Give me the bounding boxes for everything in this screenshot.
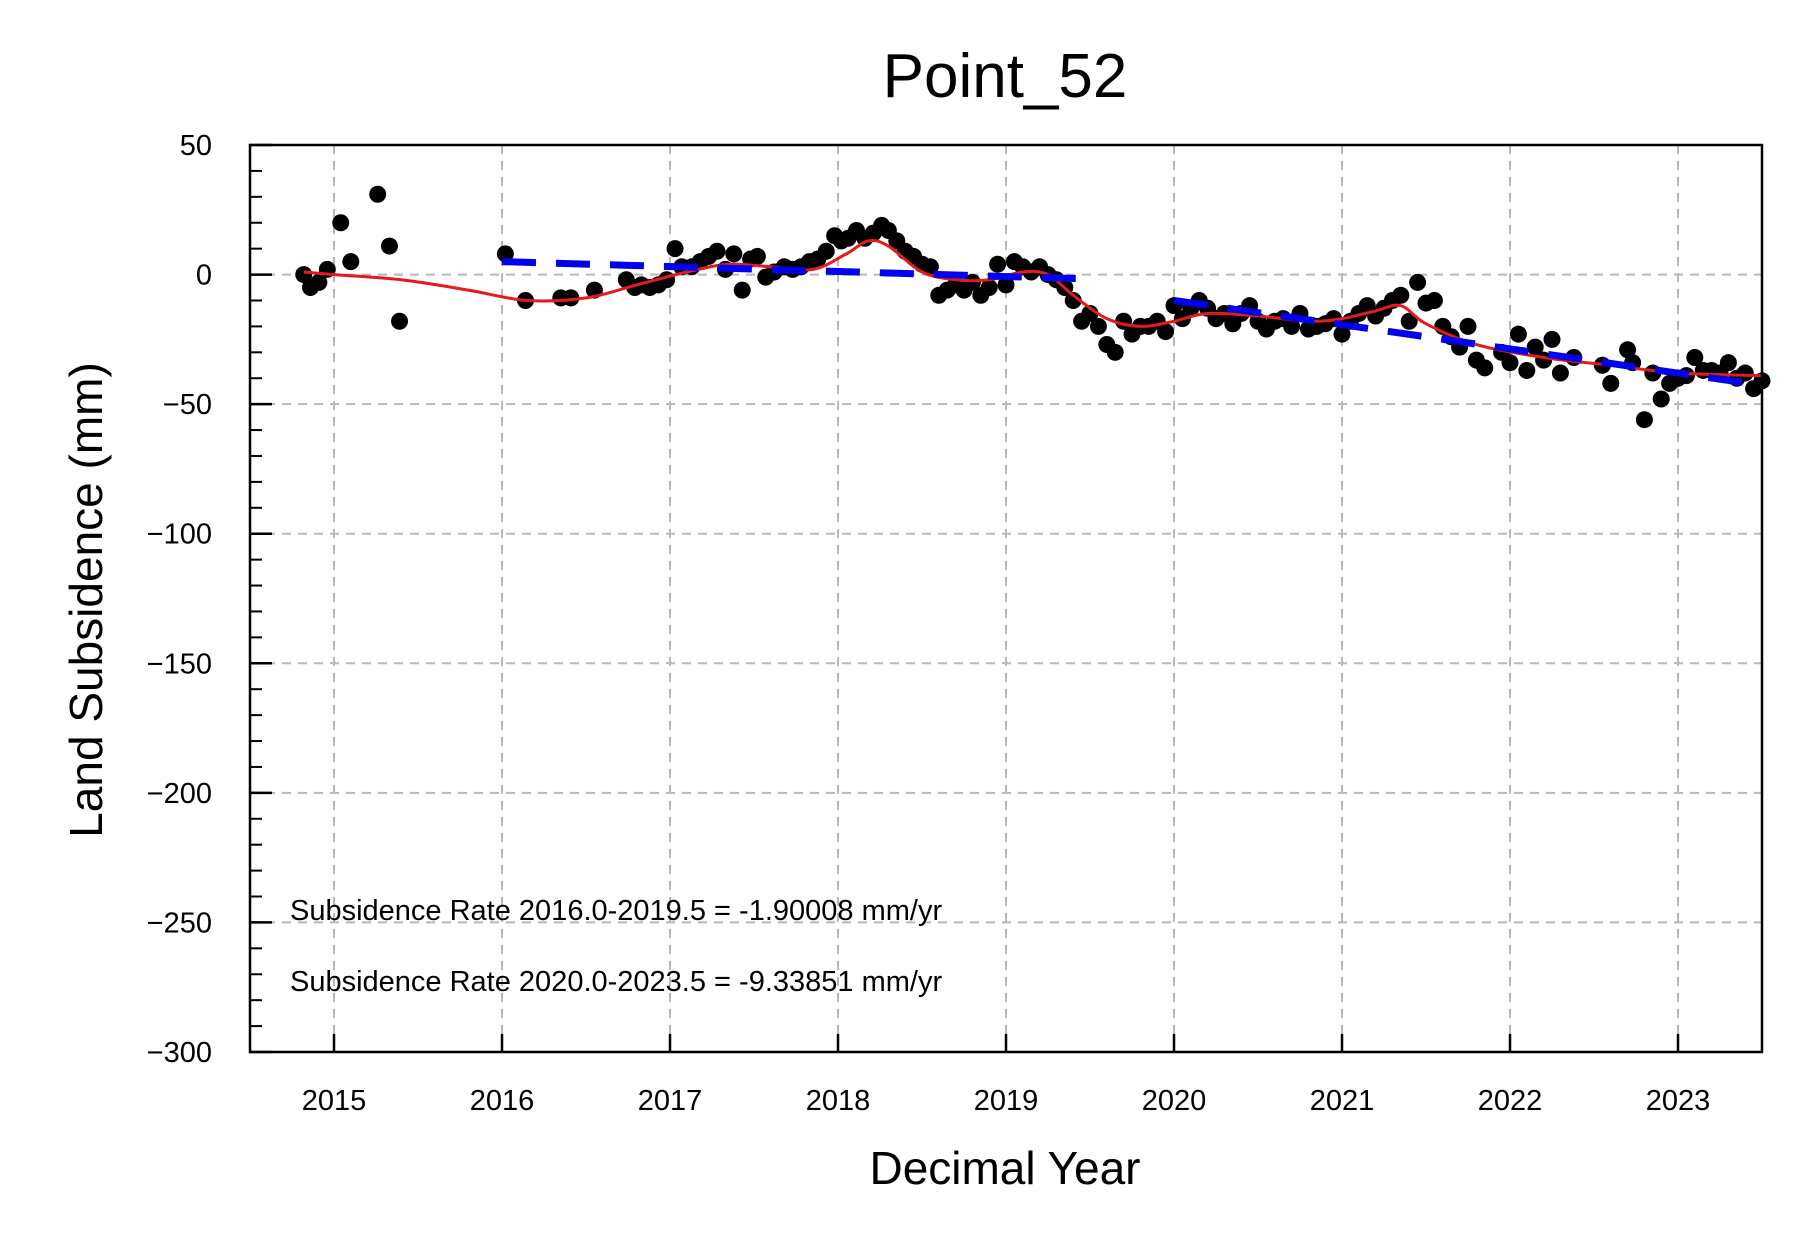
data-point bbox=[1459, 317, 1477, 335]
data-point bbox=[1551, 364, 1569, 382]
x-tick-label: 2020 bbox=[1142, 1085, 1207, 1117]
data-point bbox=[1619, 341, 1637, 359]
data-point bbox=[1425, 291, 1443, 309]
data-point bbox=[1719, 354, 1737, 372]
data-point bbox=[1400, 312, 1418, 330]
x-tick-label: 2018 bbox=[806, 1085, 871, 1117]
data-point bbox=[725, 245, 743, 263]
data-point bbox=[1652, 390, 1670, 408]
data-point bbox=[1064, 291, 1082, 309]
y-tick-label: −100 bbox=[147, 519, 212, 551]
data-point bbox=[332, 214, 350, 232]
data-point bbox=[997, 276, 1015, 294]
y-axis-label: Land Subsidence (mm) bbox=[60, 362, 112, 838]
chart-title: Point_52 bbox=[883, 42, 1128, 111]
x-axis-label: Decimal Year bbox=[869, 1142, 1140, 1194]
data-point bbox=[1736, 364, 1754, 382]
data-point bbox=[1509, 325, 1527, 343]
data-point bbox=[989, 255, 1007, 273]
data-point bbox=[1476, 359, 1494, 377]
y-tick-label: 0 bbox=[196, 260, 212, 292]
data-point bbox=[1543, 330, 1561, 348]
x-tick-label: 2015 bbox=[302, 1085, 367, 1117]
y-tick-label: −200 bbox=[147, 778, 212, 810]
y-tick-label: −300 bbox=[147, 1037, 212, 1069]
data-point bbox=[708, 242, 726, 260]
data-point bbox=[1283, 317, 1301, 335]
x-tick-label: 2017 bbox=[638, 1085, 703, 1117]
data-point bbox=[380, 237, 398, 255]
data-point bbox=[980, 279, 998, 297]
data-point bbox=[817, 242, 835, 260]
y-tick-label: 50 bbox=[180, 130, 212, 162]
data-point bbox=[310, 273, 328, 291]
data-point bbox=[342, 253, 360, 271]
tick-labels: 50 0 −50 −100 −150 −200 −250 −300 2015 2016 2017 20… bbox=[147, 130, 1711, 1117]
series-layer bbox=[295, 185, 1771, 429]
data-point bbox=[369, 185, 387, 203]
axes bbox=[248, 143, 1764, 1054]
data-point bbox=[963, 273, 981, 291]
data-point bbox=[1501, 354, 1519, 372]
y-tick-label: −150 bbox=[147, 648, 212, 680]
data-point bbox=[1518, 361, 1536, 379]
data-point bbox=[1106, 343, 1124, 361]
data-point bbox=[1089, 317, 1107, 335]
linear-trend-line bbox=[1173, 297, 1763, 389]
data-point bbox=[733, 281, 751, 299]
data-point bbox=[1409, 273, 1427, 291]
data-point bbox=[1081, 304, 1099, 322]
data-point bbox=[562, 289, 580, 307]
y-tick-label: −50 bbox=[163, 389, 212, 421]
data-point bbox=[1392, 286, 1410, 304]
x-tick-label: 2021 bbox=[1310, 1085, 1375, 1117]
data-point bbox=[1686, 348, 1704, 366]
subsidence-rate-annotation-1: Subsidence Rate 2016.0-2019.5 = -1.90008… bbox=[290, 895, 942, 927]
data-point bbox=[1526, 338, 1544, 356]
data-point bbox=[1635, 411, 1653, 429]
smoothed-fit-line bbox=[303, 238, 1763, 378]
subsidence-rate-annotation-2: Subsidence Rate 2020.0-2023.5 = -9.33851… bbox=[290, 966, 942, 998]
y-tick-label: −250 bbox=[147, 907, 212, 939]
data-point bbox=[391, 312, 409, 330]
x-tick-label: 2023 bbox=[1646, 1085, 1711, 1117]
x-tick-label: 2019 bbox=[974, 1085, 1039, 1117]
data-point bbox=[1333, 325, 1351, 343]
data-point bbox=[666, 240, 684, 258]
data-point bbox=[295, 266, 313, 284]
data-point bbox=[1602, 374, 1620, 392]
linear-trend-line bbox=[501, 258, 1091, 283]
x-tick-label: 2016 bbox=[470, 1085, 535, 1117]
data-point bbox=[748, 247, 766, 265]
x-tick-label: 2022 bbox=[1478, 1085, 1543, 1117]
data-point bbox=[1157, 323, 1175, 341]
data-point bbox=[496, 245, 514, 263]
